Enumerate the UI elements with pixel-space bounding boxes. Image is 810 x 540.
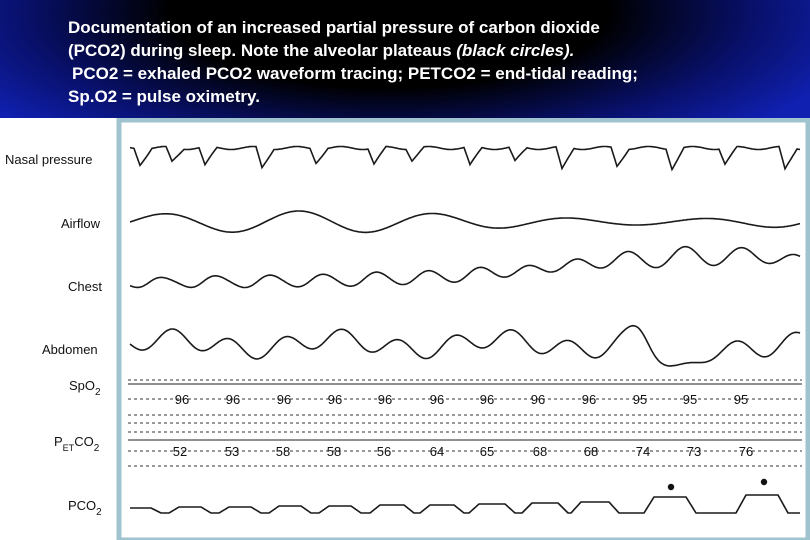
caption-line-2-text: (PCO2) during sleep. Note the alveolar p…: [68, 41, 457, 60]
label-petco2: PETCO2: [54, 434, 100, 454]
label-pco2-main: PCO: [68, 498, 96, 513]
spo2-value-7: 96: [480, 392, 494, 407]
spo2-value-4: 96: [328, 392, 342, 407]
petco2-value-5: 56: [377, 444, 391, 459]
petco2-value-12: 76: [739, 444, 753, 459]
caption-line-4: Sp.O2 = pulse oximetry.: [68, 87, 260, 106]
petco2-value-6: 64: [430, 444, 444, 459]
label-pco2-sub: 2: [96, 507, 102, 518]
petco2-value-9: 68: [584, 444, 598, 459]
label-pco2: PCO2: [68, 498, 102, 518]
petco2-readouts: 52 53 58 58 56 64 65 68 68 74 73 76: [173, 444, 753, 459]
petco2-value-7: 65: [480, 444, 494, 459]
label-airflow: Airflow: [61, 216, 101, 231]
spo2-value-5: 96: [378, 392, 392, 407]
spo2-value-9: 96: [582, 392, 596, 407]
label-spo2: SpO2: [69, 378, 101, 398]
caption-line-3: PCO2 = exhaled PCO2 waveform tracing; PE…: [72, 64, 638, 83]
polysomnography-figure: Nasal pressure Airflow Chest Abdomen SpO…: [0, 118, 810, 540]
petco2-value-2: 53: [225, 444, 239, 459]
airflow-trace: [129, 210, 801, 234]
label-abdomen: Abdomen: [42, 342, 98, 357]
label-petco2-main: P: [54, 434, 63, 449]
abdomen-trace: [129, 324, 801, 367]
petco2-value-4: 58: [327, 444, 341, 459]
polysomnography-chart: Nasal pressure Airflow Chest Abdomen SpO…: [0, 118, 810, 540]
spo2-readouts: 96 96 96 96 96 96 96 96 96 95 95 95: [175, 392, 748, 407]
pco2-waveform-trace: [130, 494, 800, 514]
chest-trace: [129, 245, 801, 289]
traces-panel-border: [116, 118, 810, 540]
spo2-value-2: 96: [226, 392, 240, 407]
spo2-value-12: 95: [734, 392, 748, 407]
caption-line-1: Documentation of an increased partial pr…: [68, 18, 600, 37]
petco2-value-1: 52: [173, 444, 187, 459]
spo2-value-11: 95: [683, 392, 697, 407]
petco2-value-10: 74: [636, 444, 650, 459]
petco2-value-3: 58: [276, 444, 290, 459]
caption-line-2-italic: (black circles).: [456, 41, 575, 60]
label-nasal-pressure: Nasal pressure: [5, 152, 92, 167]
figure-background: [0, 118, 810, 540]
nasal-pressure-trace: [129, 145, 801, 172]
caption-line-2: (PCO2) during sleep. Note the alveolar p…: [68, 39, 803, 62]
spo2-value-8: 96: [531, 392, 545, 407]
figure-caption: Documentation of an increased partial pr…: [68, 16, 803, 108]
petco2-value-11: 73: [687, 444, 701, 459]
label-petco2-sub: ET: [63, 443, 75, 453]
spo2-value-1: 96: [175, 392, 189, 407]
spo2-value-3: 96: [277, 392, 291, 407]
alveolar-plateau-marker-1: [667, 483, 675, 491]
label-spo2-sub: 2: [95, 387, 101, 398]
label-spo2-main: SpO: [69, 378, 95, 393]
label-petco2-sub2: 2: [94, 443, 100, 454]
alveolar-plateau-marker-2: [760, 478, 768, 486]
title-band: [0, 0, 810, 120]
spo2-value-10: 95: [633, 392, 647, 407]
label-petco2-main2: CO: [74, 434, 94, 449]
petco2-value-8: 68: [533, 444, 547, 459]
label-chest: Chest: [68, 279, 102, 294]
spo2-value-6: 96: [430, 392, 444, 407]
